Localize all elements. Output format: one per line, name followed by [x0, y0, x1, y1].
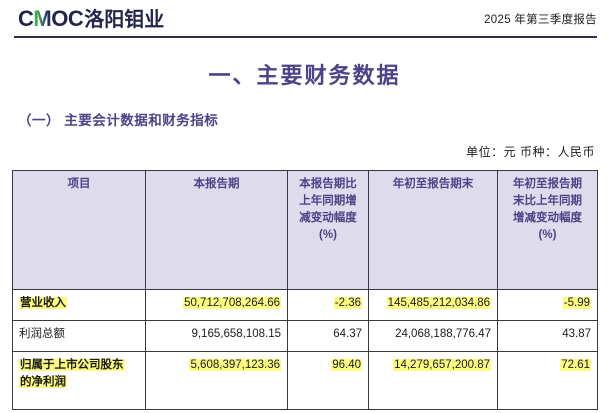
financial-table-wrapper: 项目 本报告期 本报告期比 上年同期增 减变动幅度 (%) 年初至报告期末 年初…: [12, 170, 598, 410]
column-header-ytd-change-line-4: (%): [538, 229, 557, 241]
logo-letter-m-icon: M: [33, 6, 52, 31]
column-header-ytd-change-line-2: 末比上年同期: [513, 195, 582, 207]
cell-current-change-text: 64.37: [333, 328, 362, 340]
cell-current-period: 50,712,708,264.66: [145, 289, 288, 321]
table-row: 归属于上市公司股东 的净利润 5,608,397,123.36 96.40 14…: [12, 351, 598, 410]
cell-current-change-text: -2.36: [333, 297, 362, 309]
logo-company-name: 洛阳钼业: [84, 9, 165, 31]
cell-ytd-change-text: -5.99: [562, 297, 591, 309]
column-header-item-line-1: 项目: [67, 178, 91, 190]
cmoc-logo: C M OC 洛阳钼业: [18, 6, 165, 31]
logo-letters-oc-icon: OC: [51, 6, 84, 31]
cell-item: 营业收入: [12, 289, 146, 321]
column-header-current-change-line-1: 本报告期比: [299, 178, 357, 190]
cell-item: 归属于上市公司股东 的净利润: [12, 351, 146, 410]
cell-ytd-change: 43.87: [497, 320, 598, 352]
table-row: 营业收入 50,712,708,264.66 -2.36 145,485,212…: [12, 289, 598, 321]
section-title: （一） 主要会计数据和财务指标: [18, 113, 219, 128]
cell-item-text-line-2: 的净利润: [19, 376, 67, 388]
cell-item-text: 营业收入: [19, 297, 67, 309]
cell-current-period-text: 9,165,658,108.15: [191, 328, 281, 340]
column-header-ytd: 年初至报告期末: [368, 170, 498, 290]
logo-letter-c-icon: C: [18, 6, 34, 31]
cell-item-text: 归属于上市公司股东: [19, 359, 125, 371]
column-header-current-change-line-4: (%): [319, 229, 337, 241]
cell-ytd-change: 72.61: [497, 351, 598, 410]
cell-ytd-change-text: 72.61: [560, 359, 591, 371]
cell-current-change-text: 96.40: [331, 359, 362, 371]
column-header-ytd-change-line-1: 年初至报告期: [513, 178, 582, 190]
cell-current-change: 64.37: [287, 320, 369, 352]
cell-ytd-text: 14,279,657,200.87: [393, 359, 491, 371]
cell-ytd: 145,485,212,034.86: [368, 289, 498, 321]
column-header-ytd-change: 年初至报告期 末比上年同期 增减变动幅度 (%): [497, 170, 598, 290]
cell-ytd-text: 24,068,188,776.47: [395, 328, 491, 340]
cell-current-period-text: 50,712,708,264.66: [183, 297, 281, 309]
page-title: 一、主要财务数据: [208, 63, 401, 88]
table-row: 利润总额 9,165,658,108.15 64.37 24,068,188,7…: [12, 320, 598, 352]
column-header-ytd-line-1: 年初至报告期末: [392, 178, 474, 190]
report-period-label: 2025 年第三季度报告: [484, 14, 597, 26]
cell-ytd-change-text: 43.87: [562, 328, 591, 340]
column-header-current-period: 本报告期: [145, 170, 288, 290]
cell-current-period-text: 5,608,397,123.36: [189, 359, 281, 371]
column-header-current-period-line-1: 本报告期: [193, 178, 240, 190]
column-header-ytd-change-line-3: 增减变动幅度: [513, 212, 582, 224]
cell-item: 利润总额: [12, 320, 146, 352]
cell-current-change: -2.36: [287, 289, 369, 321]
page-header: C M OC 洛阳钼业 2025 年第三季度报告: [0, 0, 609, 38]
financial-data-table: 项目 本报告期 本报告期比 上年同期增 减变动幅度 (%) 年初至报告期末 年初…: [12, 170, 598, 410]
column-header-current-change-line-3: 减变动幅度: [299, 212, 357, 224]
cell-item-text: 利润总额: [19, 328, 65, 340]
table-header-row: 项目 本报告期 本报告期比 上年同期增 减变动幅度 (%) 年初至报告期末 年初…: [12, 170, 598, 290]
column-header-current-change-line-2: 上年同期增: [299, 195, 357, 207]
header-divider: [14, 36, 597, 38]
cell-ytd: 24,068,188,776.47: [368, 320, 498, 352]
cell-ytd: 14,279,657,200.87: [368, 351, 498, 410]
column-header-item: 项目: [12, 170, 146, 290]
cell-ytd-change: -5.99: [497, 289, 598, 321]
cell-current-period: 5,608,397,123.36: [145, 351, 288, 410]
column-header-current-change: 本报告期比 上年同期增 减变动幅度 (%): [287, 170, 369, 290]
cell-current-change: 96.40: [287, 351, 369, 410]
cell-current-period: 9,165,658,108.15: [145, 320, 288, 352]
unit-currency-note: 单位：元 币种：人民币: [466, 145, 595, 159]
cell-ytd-text: 145,485,212,034.86: [386, 297, 491, 309]
